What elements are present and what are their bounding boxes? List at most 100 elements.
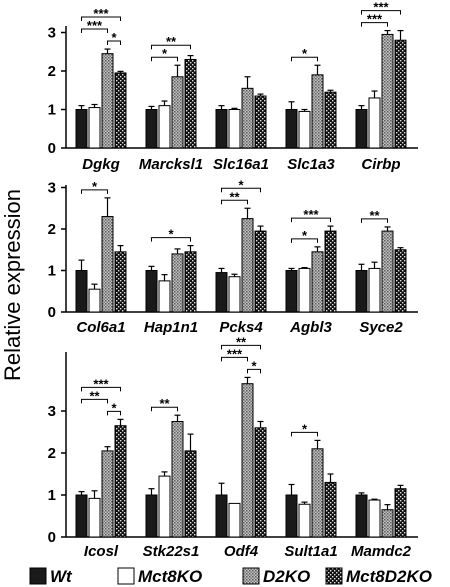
y-tick-label: 1 xyxy=(48,263,56,280)
significance-label: *** xyxy=(93,6,109,21)
bar-d2ko xyxy=(101,216,114,313)
significance-label: * xyxy=(111,400,117,415)
bar-mct8d2ko xyxy=(324,230,337,313)
bar-mct8ko xyxy=(158,105,171,149)
bar-mct8d2ko xyxy=(254,230,267,313)
significance-bracket xyxy=(291,217,331,223)
bar-wt xyxy=(215,109,228,149)
bar-mct8ko xyxy=(298,503,311,538)
bar-wt xyxy=(285,270,298,313)
bar-mct8ko xyxy=(88,288,101,313)
significance-label: *** xyxy=(303,207,319,222)
bar-mct8ko xyxy=(368,97,381,149)
y-tick-label: 0 xyxy=(48,140,56,157)
significance-bracket xyxy=(221,187,261,193)
y-tick-label: 2 xyxy=(48,445,56,462)
bar-mct8d2ko xyxy=(254,427,267,538)
bar-d2ko xyxy=(381,33,394,149)
bar-mct8d2ko xyxy=(184,251,197,313)
significance-label: * xyxy=(302,421,308,436)
gene-label: Cirbp xyxy=(361,156,400,173)
bar-mct8d2ko xyxy=(184,450,197,538)
gene-group-icosl: ******Icosl xyxy=(75,376,127,560)
legend-item-mct8ko: Mct8KO xyxy=(117,567,202,586)
significance-label: *** xyxy=(227,346,243,361)
bar-d2ko xyxy=(241,218,254,313)
legend-label: Mct8KO xyxy=(138,567,202,586)
significance-label: *** xyxy=(87,18,103,33)
significance-label: ** xyxy=(369,208,380,223)
bar-wt xyxy=(215,494,228,538)
significance-bracket xyxy=(291,431,318,437)
gene-label: Col6a1 xyxy=(76,319,125,336)
gene-label: Sult1a1 xyxy=(284,543,337,560)
y-tick-label: 3 xyxy=(48,403,56,420)
bar-wt xyxy=(75,270,88,313)
bar-d2ko xyxy=(311,448,324,538)
significance-label: ** xyxy=(166,34,177,49)
bar-wt xyxy=(355,270,368,313)
bar-mct8ko xyxy=(368,267,381,313)
gene-label: Odf4 xyxy=(224,543,259,560)
bar-mct8ko xyxy=(158,475,171,538)
legend-label: Mct8D2KO xyxy=(346,567,432,586)
significance-label: * xyxy=(162,46,168,61)
significance-label: * xyxy=(302,228,308,243)
gene-group-slc16a1: Slc16a1 xyxy=(213,76,269,173)
gene-label: Mamdc2 xyxy=(351,543,412,560)
significance-label: ** xyxy=(236,334,247,349)
y-tick-label: 3 xyxy=(48,180,56,197)
gene-label: Pcks4 xyxy=(219,319,263,336)
bar-mct8d2ko xyxy=(114,425,127,538)
bar-d2ko xyxy=(311,251,324,313)
gene-label: Slc16a1 xyxy=(213,156,269,173)
significance-label: ** xyxy=(159,396,170,411)
significance-bracket xyxy=(291,238,318,243)
bar-wt xyxy=(145,270,158,313)
bar-mct8ko xyxy=(228,502,241,538)
bar-d2ko xyxy=(171,76,184,149)
bar-mct8ko xyxy=(228,109,241,149)
gene-label: Stk22s1 xyxy=(143,543,200,560)
y-tick-label: 0 xyxy=(48,529,56,546)
gene-group-pcks4: *** Pcks4 xyxy=(215,177,267,336)
bar-wt xyxy=(145,494,158,538)
bar-mct8ko xyxy=(298,267,311,313)
significance-bracket xyxy=(291,56,318,62)
bar-mct8d2ko xyxy=(394,39,407,149)
bar-d2ko xyxy=(101,53,114,149)
significance-label: * xyxy=(92,179,98,194)
bar-mct8d2ko xyxy=(114,72,127,149)
legend-label: D2KO xyxy=(263,567,310,586)
legend-item-wt: Wt xyxy=(29,567,73,586)
significance-label: * xyxy=(302,46,308,61)
significance-bracket xyxy=(81,28,108,34)
significance-bracket xyxy=(247,368,261,374)
gene-group-dgkg: *******Dgkg xyxy=(75,6,127,173)
gene-label: Hap1n1 xyxy=(144,319,198,336)
bar-mct8ko xyxy=(158,280,171,313)
legend: Wt Mct8KO D2KO Mct8D2KO xyxy=(29,567,432,586)
bar-mct8d2ko xyxy=(324,481,337,538)
bar-wt xyxy=(285,494,298,538)
y-tick-label: 2 xyxy=(48,221,56,238)
significance-label: * xyxy=(238,177,244,192)
gene-label: Dgkg xyxy=(82,156,120,173)
gene-label: Marcksl1 xyxy=(139,156,203,173)
bar-mct8d2ko xyxy=(254,95,267,149)
significance-bracket xyxy=(107,40,121,46)
bar-wt xyxy=(145,109,158,149)
significance-bracket xyxy=(151,44,191,50)
significance-label: * xyxy=(111,30,117,45)
gene-group-col6a1: * Col6a1 xyxy=(75,179,127,336)
y-tick-label: 1 xyxy=(48,487,56,504)
bar-mct8ko xyxy=(298,110,311,149)
legend-swatch xyxy=(325,567,343,585)
significance-bracket xyxy=(221,199,248,205)
gene-group-marcksl1: *** Marcksl1 xyxy=(139,34,203,173)
gene-label: Agbl3 xyxy=(289,319,332,336)
